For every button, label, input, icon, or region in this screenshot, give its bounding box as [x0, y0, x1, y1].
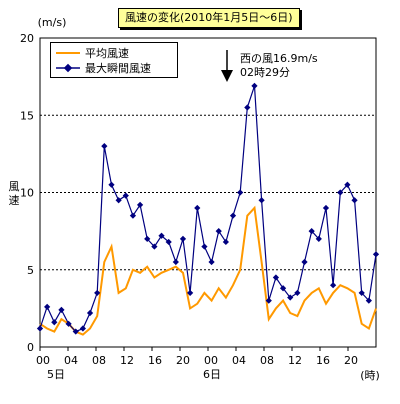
legend-item-average: 平均風速 [55, 45, 173, 60]
data-point-max-gust [222, 238, 229, 246]
y-tick-label: 15 [20, 109, 34, 122]
data-point-max-gust [272, 274, 280, 281]
data-point-max-gust [358, 289, 365, 297]
data-point-max-gust [322, 204, 330, 212]
y-tick-label: 20 [20, 32, 34, 45]
legend-swatch-average [56, 51, 80, 54]
y-tick-label: 10 [20, 187, 34, 200]
annotation-peak-line1: 西の風16.9m/s [240, 52, 318, 65]
x-tick-label: 20 [176, 354, 190, 367]
data-point-max-gust [365, 297, 372, 304]
x-tick-label: 16 [316, 354, 330, 367]
data-point-max-gust [172, 258, 179, 266]
day-label-5: 5日 [47, 368, 65, 381]
data-point-max-gust [244, 104, 251, 111]
data-point-max-gust [86, 309, 94, 317]
x-tick-label: 00 [36, 354, 50, 367]
data-point-max-gust [329, 282, 337, 289]
data-point-max-gust [215, 228, 222, 235]
data-point-max-gust [151, 243, 158, 250]
x-tick-label: 12 [288, 354, 302, 367]
legend-swatch-max-gust [56, 63, 80, 72]
data-point-max-gust [108, 181, 115, 188]
x-tick-label: 20 [344, 354, 358, 367]
legend-label-max-gust: 最大瞬間風速 [85, 61, 151, 75]
data-point-max-gust [179, 235, 187, 242]
x-tick-label: 08 [260, 354, 274, 367]
annotation-peak-line2: 02時29分 [240, 66, 290, 79]
x-tick-label: 16 [148, 354, 162, 367]
x-tick-label: 04 [64, 354, 78, 367]
y-tick-label: 5 [27, 264, 34, 277]
data-point-max-gust [287, 294, 294, 301]
data-point-max-gust [136, 201, 144, 208]
y-tick-label: 0 [27, 341, 34, 354]
data-point-max-gust [315, 235, 322, 242]
legend-item-max-gust: 最大瞬間風速 [55, 60, 173, 75]
data-point-max-gust [194, 204, 201, 212]
data-point-max-gust [301, 258, 308, 266]
data-point-max-gust [101, 143, 108, 150]
data-point-max-gust [351, 197, 358, 204]
data-point-max-gust [294, 289, 301, 297]
chart-title: 風速の変化(2010年1月5日～6日) [118, 8, 300, 28]
data-point-max-gust [165, 238, 172, 246]
y-unit-label: (m/s) [38, 16, 67, 29]
x-tick-label: 08 [92, 354, 106, 367]
x-tick-label: 04 [232, 354, 246, 367]
series-line-average [39, 205, 377, 336]
data-point-max-gust [51, 319, 58, 326]
data-point-max-gust [79, 325, 87, 332]
legend: 平均風速 最大瞬間風速 [50, 42, 178, 78]
annotation-arrow-head [221, 70, 233, 82]
data-point-max-gust [265, 297, 272, 304]
data-point-max-gust [372, 251, 380, 258]
data-point-max-gust [201, 243, 208, 250]
data-point-max-gust [122, 192, 129, 199]
data-point-max-gust [237, 189, 244, 196]
data-point-max-gust [251, 82, 258, 90]
day-label-6: 6日 [203, 368, 221, 381]
series-line-max-gust [39, 85, 377, 333]
x-tick-label: 12 [120, 354, 134, 367]
x-unit-label: (時) [360, 369, 380, 382]
data-point-max-gust [208, 258, 215, 266]
data-point-max-gust [258, 197, 265, 204]
data-point-max-gust [58, 306, 65, 314]
data-point-max-gust [44, 303, 51, 310]
data-point-max-gust [115, 197, 122, 204]
data-point-max-gust [279, 285, 287, 292]
y-axis-label: 風速 [9, 180, 20, 207]
x-tick-label: 00 [204, 354, 218, 367]
data-point-max-gust [129, 212, 137, 219]
legend-label-average: 平均風速 [85, 46, 129, 60]
data-point-max-gust [229, 212, 237, 219]
